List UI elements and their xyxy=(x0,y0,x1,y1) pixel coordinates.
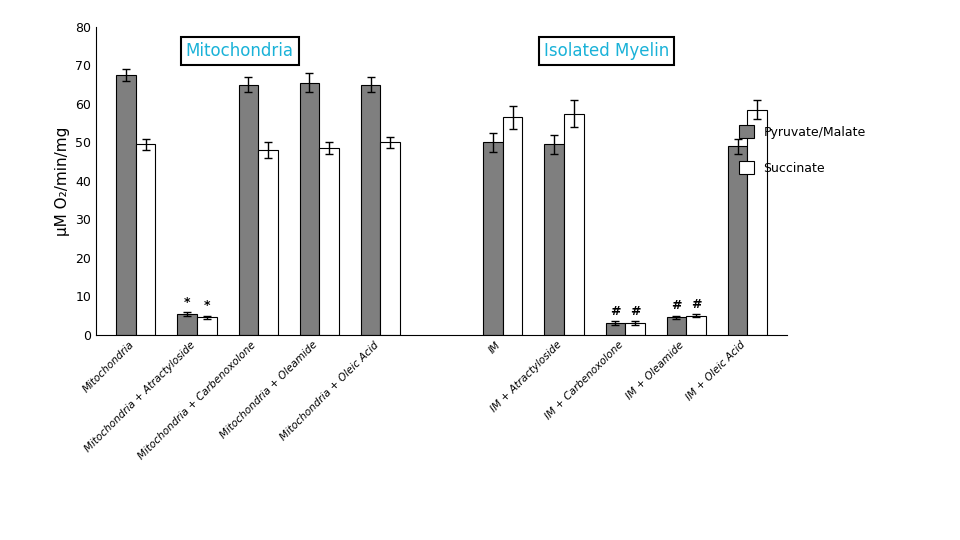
Legend: Pyruvate/Malate, Succinate: Pyruvate/Malate, Succinate xyxy=(733,120,871,180)
Bar xyxy=(178,314,197,335)
Bar xyxy=(544,144,564,335)
Bar xyxy=(686,315,706,335)
Bar xyxy=(625,323,645,335)
Bar xyxy=(748,110,767,335)
Bar xyxy=(728,146,748,335)
Bar xyxy=(135,144,156,335)
Text: Isolated Myelin: Isolated Myelin xyxy=(544,42,669,60)
Bar xyxy=(483,143,503,335)
Text: #: # xyxy=(630,305,640,318)
Text: *: * xyxy=(204,300,210,313)
Text: Mitochondria: Mitochondria xyxy=(185,42,294,60)
Text: #: # xyxy=(691,298,702,310)
Bar xyxy=(606,323,625,335)
Bar xyxy=(197,318,217,335)
Bar xyxy=(503,117,522,335)
Bar xyxy=(666,318,686,335)
Bar xyxy=(564,113,584,335)
Y-axis label: μM O₂/min/mg: μM O₂/min/mg xyxy=(55,126,69,235)
Text: *: * xyxy=(184,295,190,309)
Bar xyxy=(300,83,320,335)
Bar xyxy=(116,75,135,335)
Bar xyxy=(258,150,277,335)
Bar xyxy=(380,143,400,335)
Bar xyxy=(361,85,380,335)
Bar xyxy=(238,85,258,335)
Text: #: # xyxy=(671,300,682,313)
Text: #: # xyxy=(610,305,620,318)
Bar xyxy=(320,148,339,335)
